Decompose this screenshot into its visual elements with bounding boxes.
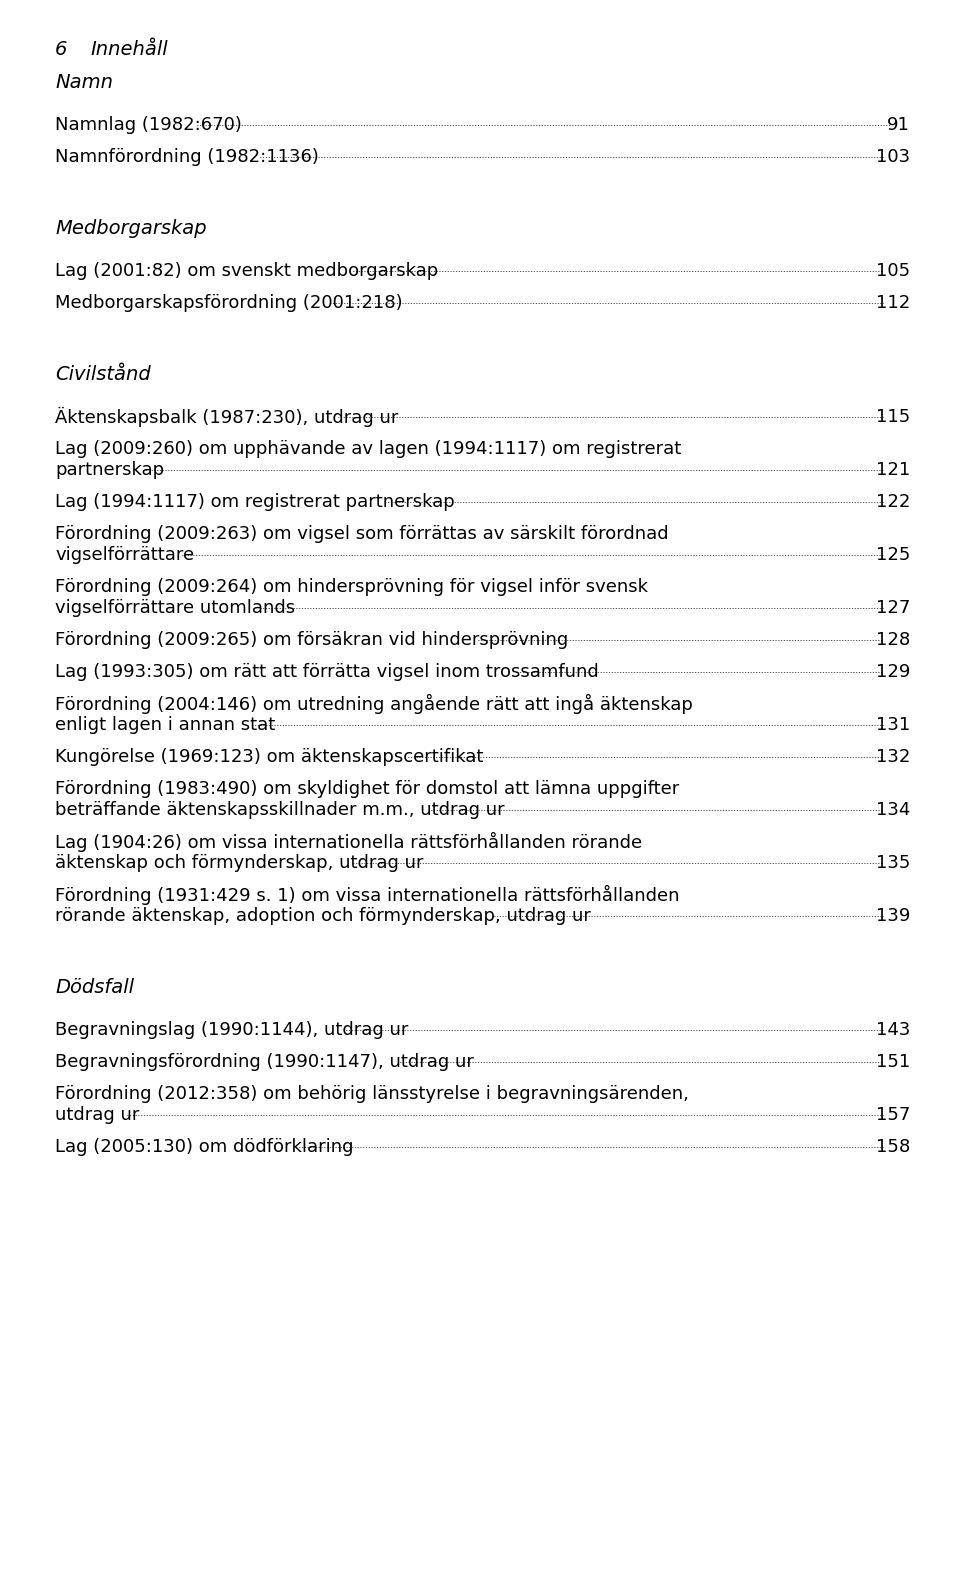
Text: 139: 139 — [876, 906, 910, 925]
Text: 131: 131 — [876, 716, 910, 734]
Text: Förordning (2004:146) om utredning angående rätt att ingå äktenskap: Förordning (2004:146) om utredning angåe… — [55, 693, 693, 714]
Text: Begravningslag (1990:1144), utdrag ur: Begravningslag (1990:1144), utdrag ur — [55, 1021, 408, 1039]
Text: Medborgarskapsförordning (2001:218): Medborgarskapsförordning (2001:218) — [55, 293, 402, 312]
Text: Förordning (2009:263) om vigsel som förrättas av särskilt förordnad: Förordning (2009:263) om vigsel som förr… — [55, 525, 668, 542]
Text: Lag (1904:26) om vissa internationella rättsförhållanden rörande: Lag (1904:26) om vissa internationella r… — [55, 832, 642, 853]
Text: Medborgarskap: Medborgarskap — [55, 219, 206, 238]
Text: utdrag ur: utdrag ur — [55, 1106, 139, 1124]
Text: 143: 143 — [876, 1021, 910, 1039]
Text: Civilstånd: Civilstånd — [55, 366, 151, 385]
Text: vigselförrättare utomlands: vigselförrättare utomlands — [55, 599, 295, 616]
Text: 134: 134 — [876, 801, 910, 820]
Text: 91: 91 — [887, 115, 910, 134]
Text: Äktenskapsbalk (1987:230), utdrag ur: Äktenskapsbalk (1987:230), utdrag ur — [55, 407, 398, 427]
Text: Lag (2005:130) om dödförklaring: Lag (2005:130) om dödförklaring — [55, 1138, 353, 1155]
Text: Förordning (1931:429 s. 1) om vissa internationella rättsförhållanden: Förordning (1931:429 s. 1) om vissa inte… — [55, 884, 680, 905]
Text: Förordning (1983:490) om skyldighet för domstol att lämna uppgifter: Förordning (1983:490) om skyldighet för … — [55, 780, 680, 797]
Text: 6: 6 — [55, 39, 67, 58]
Text: 135: 135 — [876, 854, 910, 872]
Text: 121: 121 — [876, 460, 910, 479]
Text: vigselförrättare: vigselförrättare — [55, 545, 194, 564]
Text: äktenskap och förmynderskap, utdrag ur: äktenskap och förmynderskap, utdrag ur — [55, 854, 423, 872]
Text: 103: 103 — [876, 148, 910, 165]
Text: partnerskap: partnerskap — [55, 460, 164, 479]
Text: Namn: Namn — [55, 74, 113, 93]
Text: Lag (1994:1117) om registrerat partnerskap: Lag (1994:1117) om registrerat partnersk… — [55, 493, 455, 511]
Text: enligt lagen i annan stat: enligt lagen i annan stat — [55, 716, 276, 734]
Text: 127: 127 — [876, 599, 910, 616]
Text: 105: 105 — [876, 262, 910, 281]
Text: beträffande äktenskapsskillnader m.m., utdrag ur: beträffande äktenskapsskillnader m.m., u… — [55, 801, 505, 820]
Text: 158: 158 — [876, 1138, 910, 1155]
Text: Namnförordning (1982:1136): Namnförordning (1982:1136) — [55, 148, 319, 165]
Text: Begravningsförordning (1990:1147), utdrag ur: Begravningsförordning (1990:1147), utdra… — [55, 1053, 474, 1070]
Text: 151: 151 — [876, 1053, 910, 1070]
Text: 125: 125 — [876, 545, 910, 564]
Text: 129: 129 — [876, 663, 910, 681]
Text: 122: 122 — [876, 493, 910, 511]
Text: Innehåll: Innehåll — [90, 39, 168, 58]
Text: 157: 157 — [876, 1106, 910, 1124]
Text: Lag (2009:260) om upphävande av lagen (1994:1117) om registrerat: Lag (2009:260) om upphävande av lagen (1… — [55, 440, 682, 457]
Text: 128: 128 — [876, 630, 910, 649]
Text: Lag (2001:82) om svenskt medborgarskap: Lag (2001:82) om svenskt medborgarskap — [55, 262, 439, 281]
Text: Dödsfall: Dödsfall — [55, 979, 134, 998]
Text: Lag (1993:305) om rätt att förrätta vigsel inom trossamfund: Lag (1993:305) om rätt att förrätta vigs… — [55, 663, 599, 681]
Text: 132: 132 — [876, 747, 910, 766]
Text: 112: 112 — [876, 293, 910, 312]
Text: Kungörelse (1969:123) om äktenskapscertifikat: Kungörelse (1969:123) om äktenskapscerti… — [55, 747, 484, 766]
Text: 115: 115 — [876, 408, 910, 426]
Text: Förordning (2009:265) om försäkran vid hindersprövning: Förordning (2009:265) om försäkran vid h… — [55, 630, 568, 649]
Text: rörande äktenskap, adoption och förmynderskap, utdrag ur: rörande äktenskap, adoption och förmynde… — [55, 906, 590, 925]
Text: Förordning (2009:264) om hindersprövning för vigsel inför svensk: Förordning (2009:264) om hindersprövning… — [55, 578, 648, 596]
Text: Förordning (2012:358) om behörig länsstyrelse i begravningsärenden,: Förordning (2012:358) om behörig länssty… — [55, 1084, 689, 1103]
Text: Namnlag (1982:670): Namnlag (1982:670) — [55, 115, 242, 134]
